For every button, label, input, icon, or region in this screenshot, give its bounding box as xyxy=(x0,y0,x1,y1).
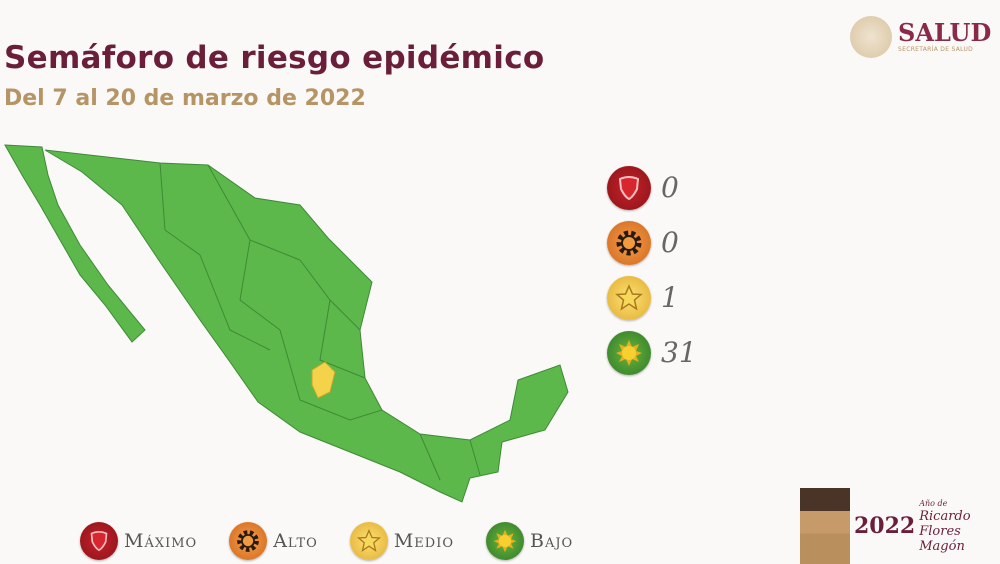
logo-text: SALUD xyxy=(898,18,992,47)
shield-icon xyxy=(80,522,118,560)
count-value: 1 xyxy=(661,281,679,314)
sun-icon xyxy=(486,522,524,560)
count-alto: 0 xyxy=(607,215,697,270)
honoree-name: Ricardo Flores Magón xyxy=(919,508,971,554)
count-medio: 1 xyxy=(607,270,697,325)
legend: Máximo Alto Medio Bajo xyxy=(80,522,605,560)
portrait-image xyxy=(800,488,850,564)
legend-label: Máximo xyxy=(124,530,198,552)
star-icon xyxy=(349,522,388,560)
queretaro-medio xyxy=(311,361,336,399)
count-value: 0 xyxy=(661,226,679,259)
year-text: 2022 xyxy=(854,513,916,539)
legend-bajo: Bajo xyxy=(486,522,573,560)
logo-subtitle: SECRETARÍA DE SALUD xyxy=(898,46,974,53)
legend-maximo: Máximo xyxy=(80,522,197,560)
count-value: 31 xyxy=(661,336,697,369)
risk-counts: 0 0 1 31 xyxy=(607,160,697,380)
baja-california xyxy=(4,144,146,343)
year-label: Año de xyxy=(919,498,948,508)
salud-logo: SALUD SECRETARÍA DE SALUD xyxy=(850,16,991,58)
page-subtitle: Del 7 al 20 de marzo de 2022 xyxy=(4,86,366,111)
gear-icon xyxy=(229,522,268,560)
legend-label: Alto xyxy=(273,530,318,552)
legend-medio: Medio xyxy=(349,522,454,560)
year-badge: 2022 Año de Ricardo Flores Magón xyxy=(800,488,1000,564)
shield-icon xyxy=(607,165,651,210)
state-borders xyxy=(159,162,481,481)
mexico-map xyxy=(4,144,569,503)
seal-icon xyxy=(850,16,892,58)
count-maximo: 0 xyxy=(607,160,697,215)
gear-icon xyxy=(607,220,651,265)
page-title: Semáforo de riesgo epidémico xyxy=(4,40,545,76)
logo-text-block: SALUD SECRETARÍA DE SALUD xyxy=(898,20,991,54)
star-icon xyxy=(607,275,651,320)
legend-alto: Alto xyxy=(229,522,318,560)
legend-label: Medio xyxy=(393,530,454,552)
legend-label: Bajo xyxy=(530,530,574,552)
sun-icon xyxy=(607,330,651,375)
count-value: 0 xyxy=(661,171,679,204)
year-dedication: Año de Ricardo Flores Magón xyxy=(919,499,1000,554)
count-bajo: 31 xyxy=(607,325,697,380)
